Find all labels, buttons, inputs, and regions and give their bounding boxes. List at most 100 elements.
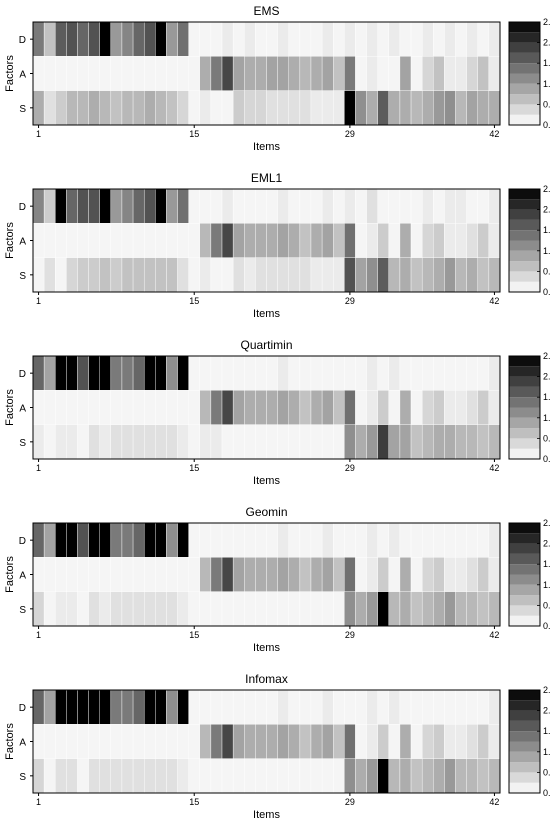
heatmap-cell (344, 522, 356, 558)
heatmap-cell (166, 758, 178, 794)
heatmap-cell (177, 724, 189, 759)
heatmap-cell (244, 257, 256, 293)
heatmap-cell (221, 21, 234, 57)
heatmap-cell (199, 689, 212, 725)
heatmap-cell (488, 724, 501, 759)
heatmap-cell (77, 724, 89, 759)
heatmap-cell (399, 424, 412, 460)
heatmap-cell (255, 424, 267, 460)
heatmap-cell (355, 424, 367, 460)
heatmap-cell (299, 90, 312, 126)
heatmap-cell (221, 56, 234, 91)
heatmap-cell (477, 56, 490, 91)
heatmap-cell (55, 223, 67, 258)
heatmap-cell (377, 689, 390, 725)
colorbar-step (509, 386, 540, 398)
heatmap-cell (143, 56, 156, 91)
heatmap-cell (310, 522, 323, 558)
x-axis-label: Items (253, 642, 280, 654)
heatmap-cell (288, 557, 301, 592)
heatmap-cell (410, 424, 423, 460)
heatmap-cell (444, 557, 456, 592)
heatmap-cell (77, 522, 89, 558)
colorbar-tick-label: 0.5 (543, 266, 550, 276)
heatmap-cell (288, 724, 301, 759)
heatmap-cell (444, 689, 456, 725)
heatmap-cell (366, 390, 378, 425)
heatmap-cell (477, 21, 490, 57)
heatmap-cell (333, 591, 345, 627)
heatmap-cell (433, 56, 445, 91)
heatmap-cell (355, 522, 367, 558)
heatmap-cell (155, 689, 167, 725)
heatmap-cell (232, 522, 245, 558)
heatmap-cell (410, 758, 423, 794)
heatmap-cell (310, 56, 323, 91)
heatmap-cell (255, 188, 267, 224)
colorbar-step (509, 356, 540, 367)
colorbar-tick-label: 1.5 (543, 726, 550, 736)
heatmap-cell (444, 90, 456, 126)
heatmap-cell (32, 724, 45, 759)
heatmap-cell (143, 355, 156, 391)
heatmap-cell (110, 591, 123, 627)
heatmap-cell (210, 21, 223, 57)
heatmap-cell (255, 355, 267, 391)
heatmap-cell (32, 257, 45, 293)
heatmap-cell (344, 355, 356, 391)
heatmap-cell (477, 257, 490, 293)
heatmap-cell (410, 188, 423, 224)
colorbar-step (509, 114, 540, 125)
heatmap-panel-quartimin: Quartimin D A S 1 15 29 42 Items Factors 0.0 0.5 1.0… (4, 338, 550, 487)
y-axis-label: Factors (4, 723, 16, 760)
heatmap-cell (477, 557, 490, 592)
colorbar-step (509, 261, 540, 272)
heatmap-cell (199, 522, 212, 558)
heatmap-cell (266, 390, 278, 425)
heatmap-cell (321, 21, 334, 57)
heatmap-cell (55, 591, 67, 627)
heatmap-cell (466, 758, 478, 794)
heatmap-cell (32, 223, 45, 258)
colorbar-tick-label: 1.0 (543, 79, 550, 89)
heatmap-cell (433, 424, 445, 460)
heatmap-cell (277, 188, 289, 224)
heatmap-cell (132, 424, 145, 460)
heatmap-cell (388, 355, 401, 391)
heatmap-cell (388, 90, 401, 126)
colorbar-step (509, 104, 540, 115)
heatmap-cell (455, 21, 467, 57)
heatmap-cell (266, 56, 278, 91)
heatmap-cell (121, 689, 134, 725)
heatmap-cell (399, 21, 412, 57)
heatmap-cell (143, 758, 156, 794)
x-tick-label: 29 (345, 129, 355, 139)
heatmap-cell (244, 21, 256, 57)
panel-title: Quartimin (240, 338, 292, 352)
heatmap-cell (110, 257, 123, 293)
heatmap-cell (43, 689, 56, 725)
colorbar-tick-label: 1.5 (543, 225, 550, 235)
heatmap-cell (321, 188, 334, 224)
heatmap-cell (55, 557, 67, 592)
heatmap-cell (88, 21, 100, 57)
heatmap-cell (99, 188, 112, 224)
heatmap-cell (77, 689, 89, 725)
heatmap-cell (232, 591, 245, 627)
heatmap-cell (210, 758, 223, 794)
heatmap-cell (232, 557, 245, 592)
heatmap-cell (488, 390, 501, 425)
colorbar-tick-label: 2.0 (543, 372, 550, 382)
heatmap-cell (166, 56, 178, 91)
heatmap-cell (99, 591, 112, 627)
colorbar-step (509, 543, 540, 554)
heatmap-cell (99, 689, 112, 725)
heatmap-cell (77, 591, 89, 627)
y-tick-label: D (19, 369, 26, 380)
heatmap-cell (266, 557, 278, 592)
heatmap-cell (399, 390, 412, 425)
y-axis-label: Factors (4, 55, 16, 92)
heatmap-cell (299, 21, 312, 57)
heatmap-cell (288, 188, 301, 224)
heatmap-cell (232, 724, 245, 759)
